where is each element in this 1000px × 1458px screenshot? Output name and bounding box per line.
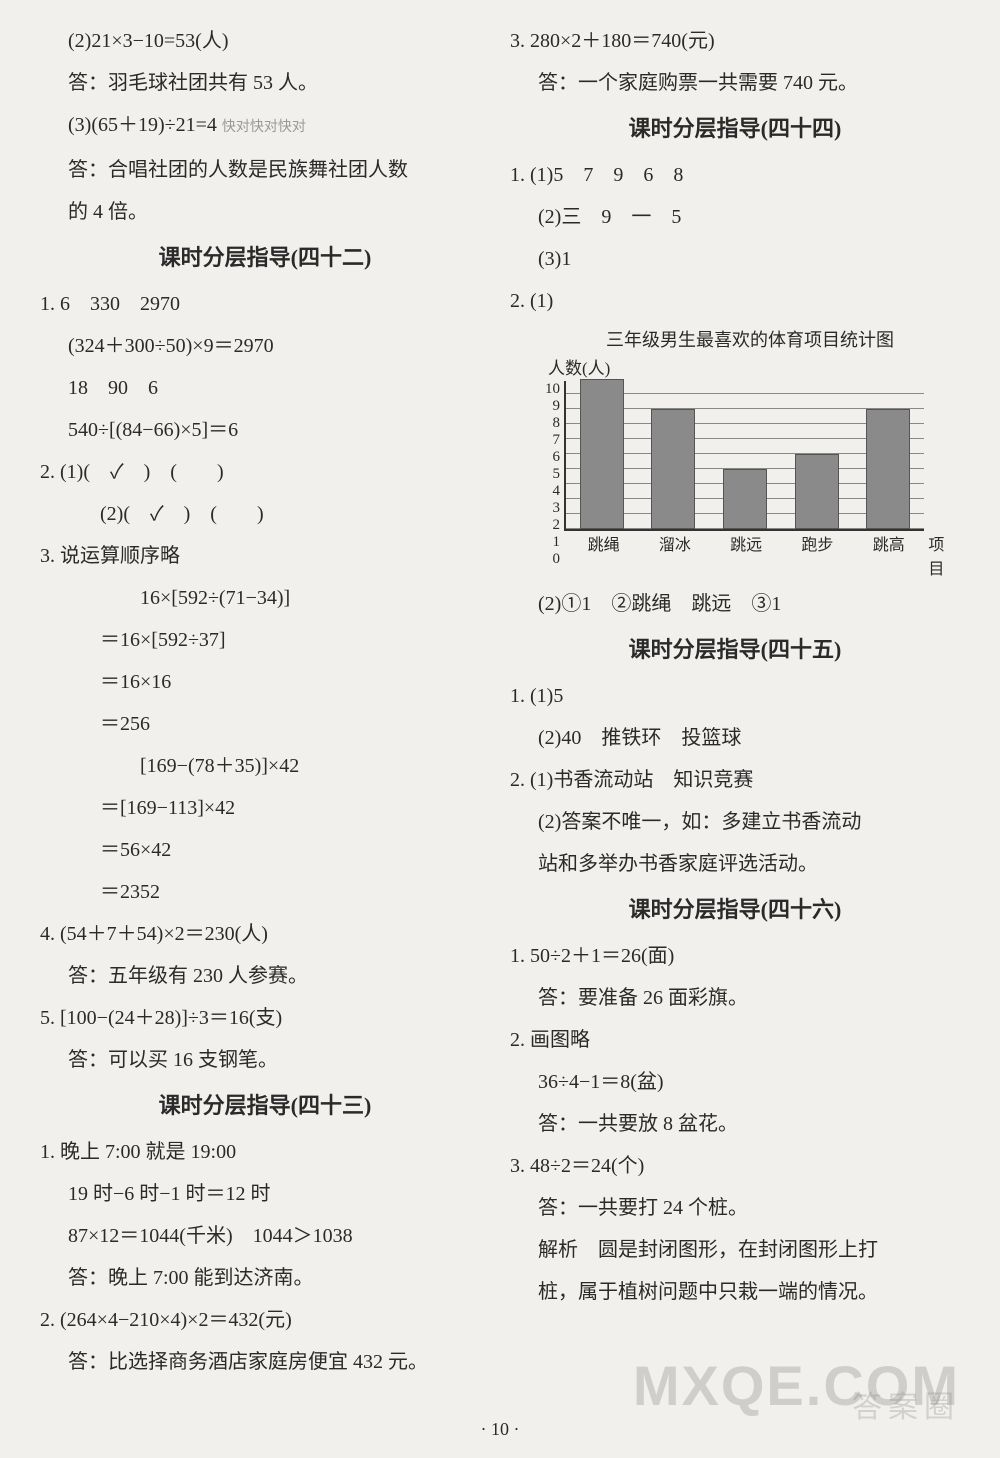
chart-xend: 项目 — [928, 531, 960, 579]
chart-xaxis: 跳绳溜冰跳远跑步跳高 — [568, 531, 924, 555]
ytick: 3 — [540, 500, 560, 517]
q3-line: 3. 说运算顺序略 — [40, 535, 490, 577]
chart-xaxis-row: 跳绳溜冰跳远跑步跳高 项目 — [540, 531, 960, 579]
v2-line: 2. 画图略 — [510, 1019, 960, 1061]
text-line: (3)(65＋19)÷21=4 快对快对快对 — [40, 104, 490, 149]
bar-跑步 — [795, 454, 839, 529]
answer-line: 答：羽毛球社团共有 53 人。 — [40, 62, 490, 104]
r1-line: 1. 晚上 7:00 就是 19:00 — [40, 1131, 490, 1173]
left-column: (2)21×3−10=53(人) 答：羽毛球社团共有 53 人。 (3)(65＋… — [30, 20, 500, 1383]
q1-line: 540÷[(84−66)×5]＝6 — [40, 409, 490, 451]
q3-line: ＝16×[592÷37] — [40, 619, 490, 661]
xtick: 跑步 — [782, 531, 853, 555]
t1-line: (2)三 9 一 5 — [510, 196, 960, 238]
bar-跳高 — [866, 409, 910, 529]
bar-溜冰 — [651, 409, 695, 529]
ytick: 5 — [540, 466, 560, 483]
answer-line: 答：一共要放 8 盆花。 — [510, 1103, 960, 1145]
expr: (3)(65＋19)÷21=4 — [68, 114, 217, 136]
q2-line: 2. (1)( ✓ ) ( ) — [40, 451, 490, 493]
q3-line: ＝[169−113]×42 — [40, 787, 490, 829]
chart-title: 三年级男生最喜欢的体育项目统计图 — [540, 326, 960, 352]
answer-line: 答：要准备 26 面彩旗。 — [510, 977, 960, 1019]
chart-yaxis: 109876543210 — [540, 381, 564, 531]
text-line: (2)21×3−10=53(人) — [40, 20, 490, 62]
chart-plot — [564, 381, 924, 531]
q2-line: (2)( ✓ ) ( ) — [40, 493, 490, 535]
ytick: 4 — [540, 483, 560, 500]
answer-line: 答：一共要打 24 个桩。 — [510, 1187, 960, 1229]
answer-line: 答：比选择商务酒店家庭房便宜 432 元。 — [40, 1341, 490, 1383]
q3-line: [169−(78＋35)]×42 — [40, 745, 490, 787]
bar-chart: 三年级男生最喜欢的体育项目统计图 人数(人) 109876543210 跳绳溜冰… — [540, 326, 960, 579]
u1-line: (2)40 推铁环 投篮球 — [510, 717, 960, 759]
ytick: 7 — [540, 432, 560, 449]
xtick: 跳绳 — [568, 531, 639, 555]
section-heading-42: 课时分层指导(四十二) — [40, 233, 490, 283]
q4-line: 4. (54＋7＋54)×2＝230(人) — [40, 913, 490, 955]
u2-line: (2)答案不唯一，如：多建立书香流动 — [510, 801, 960, 843]
faint-mark: 快对快对快对 — [222, 120, 306, 135]
xtick: 跳远 — [711, 531, 782, 555]
xtick: 跳高 — [853, 531, 924, 555]
t1-line: (3)1 — [510, 238, 960, 280]
ytick: 0 — [540, 551, 560, 568]
answer-line: 答：合唱社团的人数是民族舞社团人数 — [40, 149, 490, 191]
answer-line: 答：可以买 16 支钢笔。 — [40, 1039, 490, 1081]
ytick: 9 — [540, 398, 560, 415]
q3-line: 16×[592÷(71−34)] — [40, 577, 490, 619]
ytick: 1 — [540, 534, 560, 551]
t2b-line: (2)①1 ②跳绳 跳远 ③1 — [510, 583, 960, 625]
s3-line: 3. 280×2＋180＝740(元) — [510, 20, 960, 62]
bar-跳绳 — [580, 379, 624, 529]
r1-line: 19 时−6 时−1 时＝12 时 — [40, 1173, 490, 1215]
section-heading-45: 课时分层指导(四十五) — [510, 625, 960, 675]
page: (2)21×3−10=53(人) 答：羽毛球社团共有 53 人。 (3)(65＋… — [0, 0, 1000, 1393]
v3-line: 桩，属于植树问题中只栽一端的情况。 — [510, 1271, 960, 1313]
ytick: 8 — [540, 415, 560, 432]
v3-line: 3. 48÷2＝24(个) — [510, 1145, 960, 1187]
xtick: 溜冰 — [639, 531, 710, 555]
answer-line: 答：一个家庭购票一共需要 740 元。 — [510, 62, 960, 104]
u2-line: 2. (1)书香流动站 知识竞赛 — [510, 759, 960, 801]
q3-line: ＝16×16 — [40, 661, 490, 703]
answer-line: 答：晚上 7:00 能到达济南。 — [40, 1257, 490, 1299]
section-heading-43: 课时分层指导(四十三) — [40, 1081, 490, 1131]
section-heading-44: 课时分层指导(四十四) — [510, 104, 960, 154]
ytick: 6 — [540, 449, 560, 466]
v1-line: 1. 50÷2＋1＝26(面) — [510, 935, 960, 977]
q3-line: ＝56×42 — [40, 829, 490, 871]
chart-bars — [566, 381, 924, 529]
q3-line: ＝2352 — [40, 871, 490, 913]
u1-line: 1. (1)5 — [510, 675, 960, 717]
section-heading-46: 课时分层指导(四十六) — [510, 885, 960, 935]
chart-area: 109876543210 — [540, 381, 960, 531]
answer-line: 答：五年级有 230 人参赛。 — [40, 955, 490, 997]
answer-line: 的 4 倍。 — [40, 191, 490, 233]
q1-line: 1. 6 330 2970 — [40, 283, 490, 325]
q1-line: (324＋300÷50)×9＝2970 — [40, 325, 490, 367]
u2-line: 站和多举办书香家庭评选活动。 — [510, 843, 960, 885]
t2-line: 2. (1) — [510, 280, 960, 322]
ytick: 2 — [540, 517, 560, 534]
r1-line: 87×12＝1044(千米) 1044＞1038 — [40, 1215, 490, 1257]
chart-ylabel: 人数(人) — [548, 354, 960, 379]
q5-line: 5. [100−(24＋28)]÷3＝16(支) — [40, 997, 490, 1039]
page-number: · 10 · — [0, 1419, 1000, 1440]
q3-line: ＝256 — [40, 703, 490, 745]
ytick: 10 — [540, 381, 560, 398]
v3-line: 解析 圆是封闭图形，在封闭图形上打 — [510, 1229, 960, 1271]
right-column: 3. 280×2＋180＝740(元) 答：一个家庭购票一共需要 740 元。 … — [500, 20, 970, 1383]
v2-line: 36÷4−1＝8(盆) — [510, 1061, 960, 1103]
r2-line: 2. (264×4−210×4)×2＝432(元) — [40, 1299, 490, 1341]
bar-跳远 — [723, 469, 767, 529]
q1-line: 18 90 6 — [40, 367, 490, 409]
t1-line: 1. (1)5 7 9 6 8 — [510, 154, 960, 196]
